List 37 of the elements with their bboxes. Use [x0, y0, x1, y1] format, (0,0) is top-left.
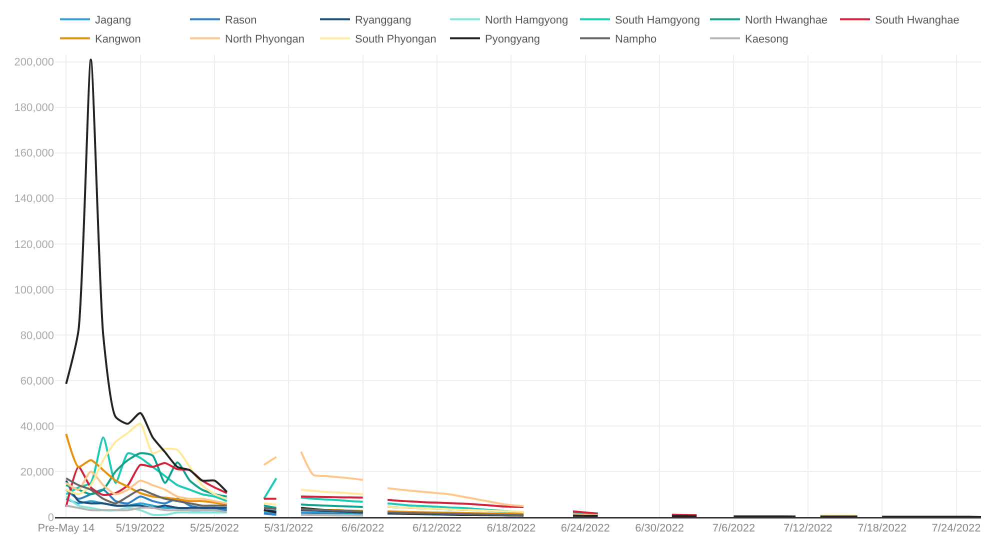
legend-label: Rason: [225, 14, 257, 26]
x-tick-label: 6/6/2022: [341, 522, 384, 535]
legend-label: Pyongyang: [485, 33, 540, 46]
legend-label: South Phyongan: [355, 33, 436, 46]
legend-label: North Hwanghae: [745, 14, 828, 26]
y-tick-label: 140,000: [14, 193, 54, 206]
legend-label: South Hwanghae: [875, 14, 960, 26]
legend-label: North Hamgyong: [485, 14, 568, 26]
y-tick-label: 80,000: [20, 330, 54, 342]
legend-label: Ryanggang: [355, 14, 412, 26]
legend-label: South Hamgyong: [615, 14, 700, 26]
x-tick-label: Pre-May 14: [38, 522, 95, 535]
y-tick-label: 0: [48, 512, 54, 524]
y-tick-label: 180,000: [14, 102, 54, 114]
x-tick-label: 5/19/2022: [116, 522, 165, 535]
x-tick-label: 5/31/2022: [264, 522, 314, 535]
y-tick-label: 40,000: [20, 420, 54, 433]
legend-label: Jagang: [95, 14, 132, 26]
x-tick-label: 7/6/2022: [712, 522, 756, 535]
x-tick-label: 6/18/2022: [486, 522, 536, 535]
legend-label: Kaesong: [745, 33, 788, 46]
legend-label: North Phyongan: [225, 33, 304, 46]
x-tick-label: 7/24/2022: [932, 522, 981, 535]
x-tick-label: 6/12/2022: [412, 522, 462, 535]
y-tick-label: 120,000: [14, 238, 54, 251]
x-tick-label: 6/24/2022: [560, 522, 610, 535]
legend-label: Nampho: [615, 33, 657, 46]
y-tick-label: 160,000: [14, 148, 54, 160]
x-tick-label: 7/12/2022: [783, 522, 832, 535]
legend-label: Kangwon: [95, 33, 141, 46]
x-tick-label: 6/30/2022: [635, 522, 684, 535]
y-tick-label: 100,000: [14, 284, 54, 296]
y-tick-label: 60,000: [20, 375, 54, 388]
y-tick-label: 20,000: [20, 466, 54, 478]
x-tick-label: 7/18/2022: [858, 522, 907, 535]
y-tick-label: 200,000: [14, 56, 54, 69]
x-tick-label: 5/25/2022: [190, 522, 239, 535]
